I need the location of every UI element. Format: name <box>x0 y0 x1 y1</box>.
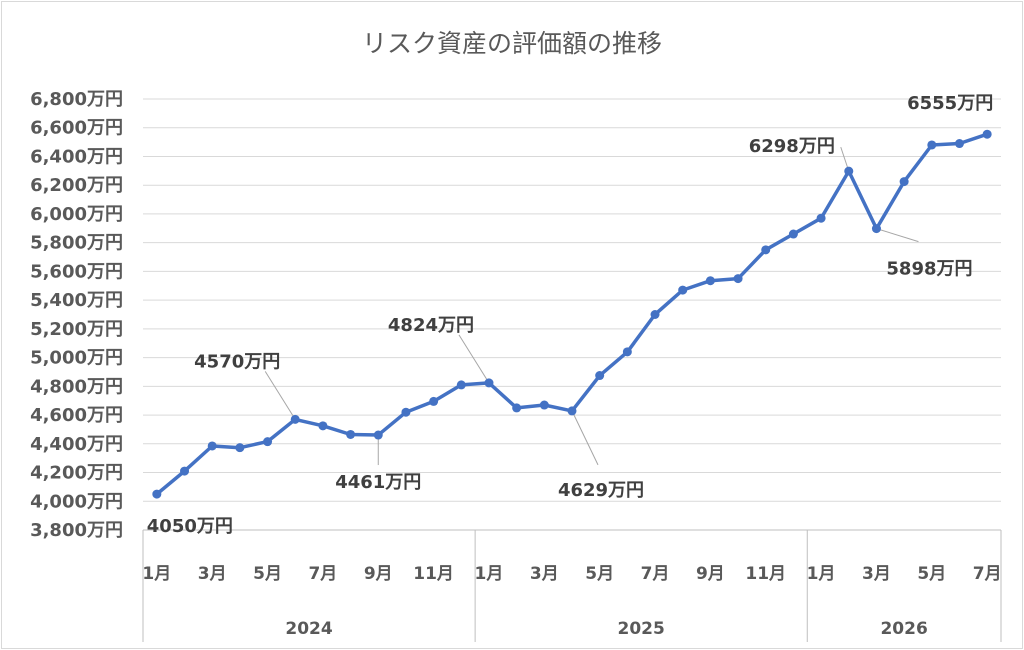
data-points <box>152 129 992 499</box>
data-label: 4824万円 <box>388 315 474 336</box>
data-point <box>152 489 162 499</box>
x-tick-label: 3月 <box>198 564 227 584</box>
chart-title: リスク資産の評価額の推移 <box>362 29 662 58</box>
y-tick-label: 5,200万円 <box>30 319 123 340</box>
data-point <box>871 224 881 234</box>
x-tick-label: 7月 <box>308 564 337 584</box>
y-tick-label: 5,000万円 <box>30 348 123 369</box>
data-point <box>927 140 937 150</box>
data-labels: 4050万円 4570万円 4461万円 4824万円 4629万円 6298万円 5898… <box>147 93 993 537</box>
y-tick-label: 4,800万円 <box>30 376 123 397</box>
gridlines <box>143 98 1001 502</box>
y-tick-label: 4,000万円 <box>30 491 123 512</box>
data-point <box>595 371 605 381</box>
data-point <box>982 129 992 139</box>
data-point <box>788 229 798 239</box>
data-point <box>733 274 743 284</box>
data-point <box>622 347 632 357</box>
data-point <box>844 166 854 176</box>
y-tick-label: 5,400万円 <box>30 290 123 311</box>
y-tick-label: 6,600万円 <box>30 118 123 139</box>
x-tick-label: 5月 <box>253 564 282 584</box>
leader-line <box>458 334 490 384</box>
data-point <box>235 443 245 453</box>
data-label: 4461万円 <box>335 472 421 493</box>
data-point <box>650 310 660 319</box>
data-point <box>456 380 466 390</box>
year-label: 2024 <box>285 619 332 639</box>
y-tick-label: 5,800万円 <box>30 233 123 254</box>
data-point <box>539 400 549 410</box>
data-point <box>705 276 715 286</box>
year-label: 2025 <box>618 619 665 639</box>
y-tick-label: 4,600万円 <box>30 405 123 426</box>
y-tick-label: 6,200万円 <box>30 175 123 196</box>
leader-line <box>264 371 296 420</box>
data-label: 4570万円 <box>194 351 280 372</box>
data-point <box>373 430 383 440</box>
data-point <box>954 139 964 149</box>
x-tick-label: 3月 <box>862 564 891 584</box>
data-label: 4050万円 <box>147 516 233 537</box>
leader-line <box>876 228 919 243</box>
y-tick-label: 6,000万円 <box>30 204 123 225</box>
year-label: 2026 <box>880 619 927 639</box>
data-label: 6298万円 <box>749 136 835 157</box>
data-point <box>180 466 190 476</box>
data-point <box>290 414 300 424</box>
data-point <box>401 407 411 417</box>
data-point <box>346 429 356 439</box>
series-line-group <box>155 132 989 496</box>
leader-line <box>571 410 599 466</box>
x-tick-label: 11月 <box>745 564 786 584</box>
data-point <box>429 396 439 406</box>
y-tick-label: 6,400万円 <box>30 146 123 167</box>
data-label: 6555万円 <box>907 93 993 114</box>
x-tick-label: 7月 <box>641 564 670 584</box>
axes: 3,800万円 4,000万円 4,200万円 4,400万円 4,600万円 4,800… <box>30 89 1002 642</box>
x-tick-label: 3月 <box>530 564 559 584</box>
data-point <box>816 213 826 223</box>
x-tick-label: 11月 <box>413 564 454 584</box>
data-point <box>512 403 522 413</box>
data-point <box>761 245 771 255</box>
x-tick-label: 5月 <box>585 564 614 584</box>
y-tick-label: 4,200万円 <box>30 463 123 484</box>
data-point <box>263 437 273 447</box>
x-tick-label: 1月 <box>807 564 836 584</box>
y-tick-label: 3,800万円 <box>30 520 123 541</box>
data-point <box>899 177 909 187</box>
data-label: 5898万円 <box>886 259 972 280</box>
x-tick-label: 1月 <box>475 564 504 584</box>
series-line <box>155 132 989 496</box>
data-point <box>318 421 328 431</box>
x-tick-label: 9月 <box>364 564 393 584</box>
data-point <box>207 441 217 451</box>
data-point <box>678 285 688 295</box>
y-tick-label: 5,600万円 <box>30 261 123 282</box>
x-tick-label: 5月 <box>917 564 946 584</box>
data-label: 4629万円 <box>558 480 644 501</box>
data-point <box>484 378 494 388</box>
y-tick-label: 6,800万円 <box>30 89 123 110</box>
x-tick-label: 7月 <box>973 564 1002 584</box>
data-point <box>567 406 577 416</box>
x-tick-label: 9月 <box>696 564 725 584</box>
x-tick-label: 1月 <box>142 564 171 584</box>
y-tick-label: 4,400万円 <box>30 434 123 455</box>
leader-lines <box>264 146 919 466</box>
